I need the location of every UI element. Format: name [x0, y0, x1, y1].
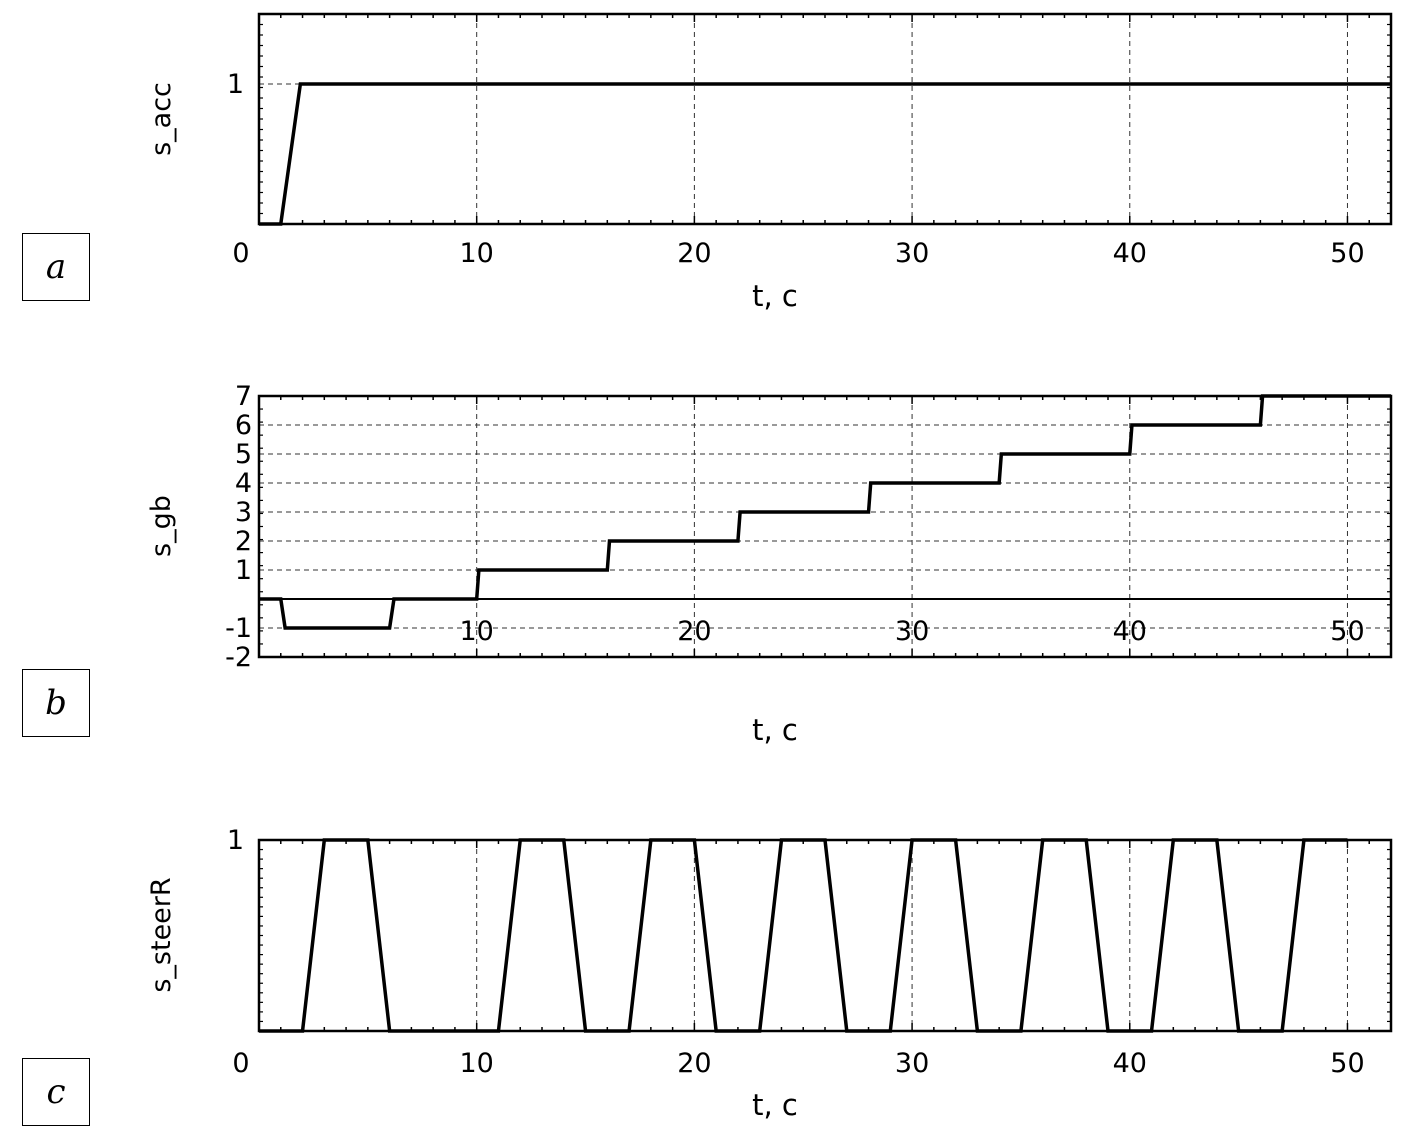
x-axis-label: t, c — [752, 1088, 798, 1122]
series-line-b — [259, 394, 1391, 630]
y-tick-label: 1 — [235, 555, 252, 586]
plot-frame — [257, 394, 1393, 659]
y-tick-label: -1 — [225, 613, 252, 644]
panel-label-b: b — [22, 669, 90, 737]
plot-frame — [257, 838, 1393, 1033]
x-tick-label: 0 — [232, 1048, 249, 1079]
y-tick-label: 3 — [235, 497, 252, 528]
x-axis-label: t, c — [752, 713, 798, 747]
y-axis-label: s_acc — [146, 82, 177, 156]
y-axis-label: s_gb — [146, 495, 177, 557]
x-tick-label: 50 — [1330, 1048, 1364, 1079]
x-tick-label: 30 — [895, 1048, 929, 1079]
x-tick-label: 20 — [677, 1048, 711, 1079]
x-tick-label: 50 — [1330, 238, 1364, 269]
x-tick-label: 20 — [677, 616, 711, 647]
panel-label-a: a — [22, 233, 90, 301]
y-tick-label: 4 — [235, 468, 252, 499]
y-tick-label: 6 — [235, 410, 252, 441]
y-tick-label: 5 — [235, 439, 252, 470]
y-tick-label: -2 — [225, 642, 252, 673]
y-tick-label: 7 — [235, 381, 252, 412]
y-axis-label: s_steerR — [146, 877, 177, 992]
series-line-c — [259, 838, 1348, 1033]
x-tick-label: 10 — [460, 238, 494, 269]
x-tick-label: 30 — [895, 616, 929, 647]
chart-panel-a: 0 10 20 30 40 50 1 t, c s_acc — [146, 12, 1393, 313]
x-tick-label: 40 — [1113, 238, 1147, 269]
x-tick-label: 10 — [460, 616, 494, 647]
chart-panel-c: 0 10 20 30 40 50 1 t, c s_steerR — [146, 825, 1393, 1122]
panel-label-c: c — [22, 1058, 90, 1126]
x-tick-label: 40 — [1113, 616, 1147, 647]
y-tick-label: 1 — [227, 825, 244, 856]
x-tick-label: 10 — [460, 1048, 494, 1079]
x-axis-label: t, c — [752, 279, 798, 313]
x-tick-label: 30 — [895, 238, 929, 269]
x-tick-label: 50 — [1330, 616, 1364, 647]
y-tick-label: 2 — [235, 526, 252, 557]
series-line-a — [259, 82, 1391, 226]
plot-frame — [257, 12, 1393, 226]
x-tick-label: 0 — [232, 238, 249, 269]
x-tick-label: 40 — [1113, 1048, 1147, 1079]
y-tick-label: 1 — [227, 69, 244, 100]
x-tick-label: 20 — [677, 238, 711, 269]
